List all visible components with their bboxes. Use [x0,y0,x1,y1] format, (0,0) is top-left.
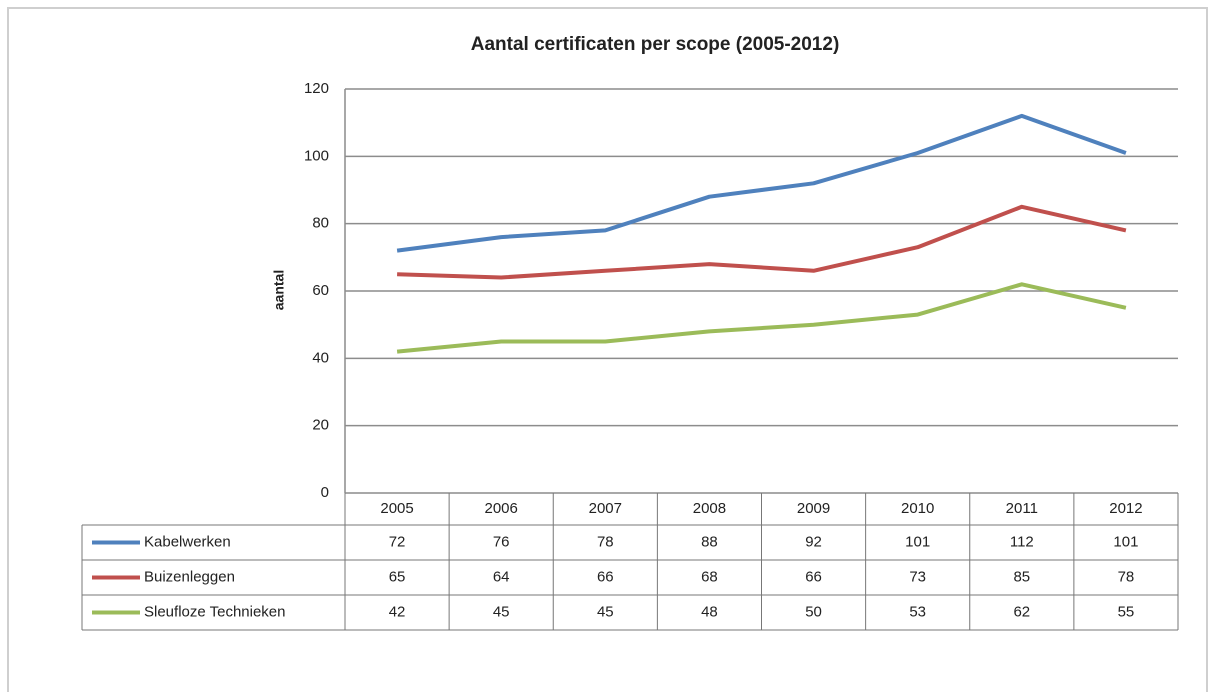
x-tick-label: 2010 [901,500,934,517]
table-value: 65 [389,568,406,585]
y-axis-title: aantal [271,270,287,310]
x-tick-label: 2011 [1006,500,1038,517]
y-tick-label: 20 [312,417,329,434]
series-line [397,204,1127,280]
table-value: 45 [597,603,614,620]
table-value: 53 [909,603,926,620]
table-value: 92 [805,533,822,550]
table-value: 68 [701,568,718,585]
chart-frame [7,7,1208,692]
table-value: 45 [493,603,510,620]
series-line [396,113,1127,253]
series-line [396,282,1127,354]
x-tick-label: 2008 [693,500,726,517]
table-value: 66 [805,568,822,585]
chart-title: Aantal certificaten per scope (2005-2012… [471,34,840,55]
table-value: 64 [493,568,510,585]
y-tick-label: 100 [304,147,329,164]
table-value: 66 [597,568,614,585]
table-value: 73 [909,568,926,585]
x-tick-label: 2007 [589,500,622,517]
table-value: 112 [1010,533,1034,550]
y-tick-label: 0 [321,484,329,501]
y-tick-label: 40 [312,349,329,366]
table-value: 55 [1118,603,1135,620]
x-tick-label: 2006 [485,500,518,517]
table-value: 85 [1013,568,1030,585]
y-tick-label: 80 [312,215,329,232]
table-value: 62 [1013,603,1030,620]
legend-label: Buizenleggen [144,568,235,585]
y-tick-label: 120 [304,80,329,97]
table-value: 88 [701,533,718,550]
table-value: 78 [1118,568,1135,585]
x-tick-label: 2012 [1109,500,1142,517]
table-value: 101 [905,533,930,550]
table-value: 50 [805,603,822,620]
table-value: 42 [389,603,406,620]
x-tick-label: 2005 [380,500,413,517]
table-value: 76 [493,533,510,550]
table-value: 101 [1113,533,1138,550]
legend-label: Kabelwerken [144,533,231,550]
y-tick-label: 60 [312,282,329,299]
legend-label: Sleufloze Technieken [144,603,286,620]
table-value: 72 [389,533,406,550]
table-value: 48 [701,603,718,620]
table-value: 78 [597,533,614,550]
x-tick-label: 2009 [797,500,830,517]
